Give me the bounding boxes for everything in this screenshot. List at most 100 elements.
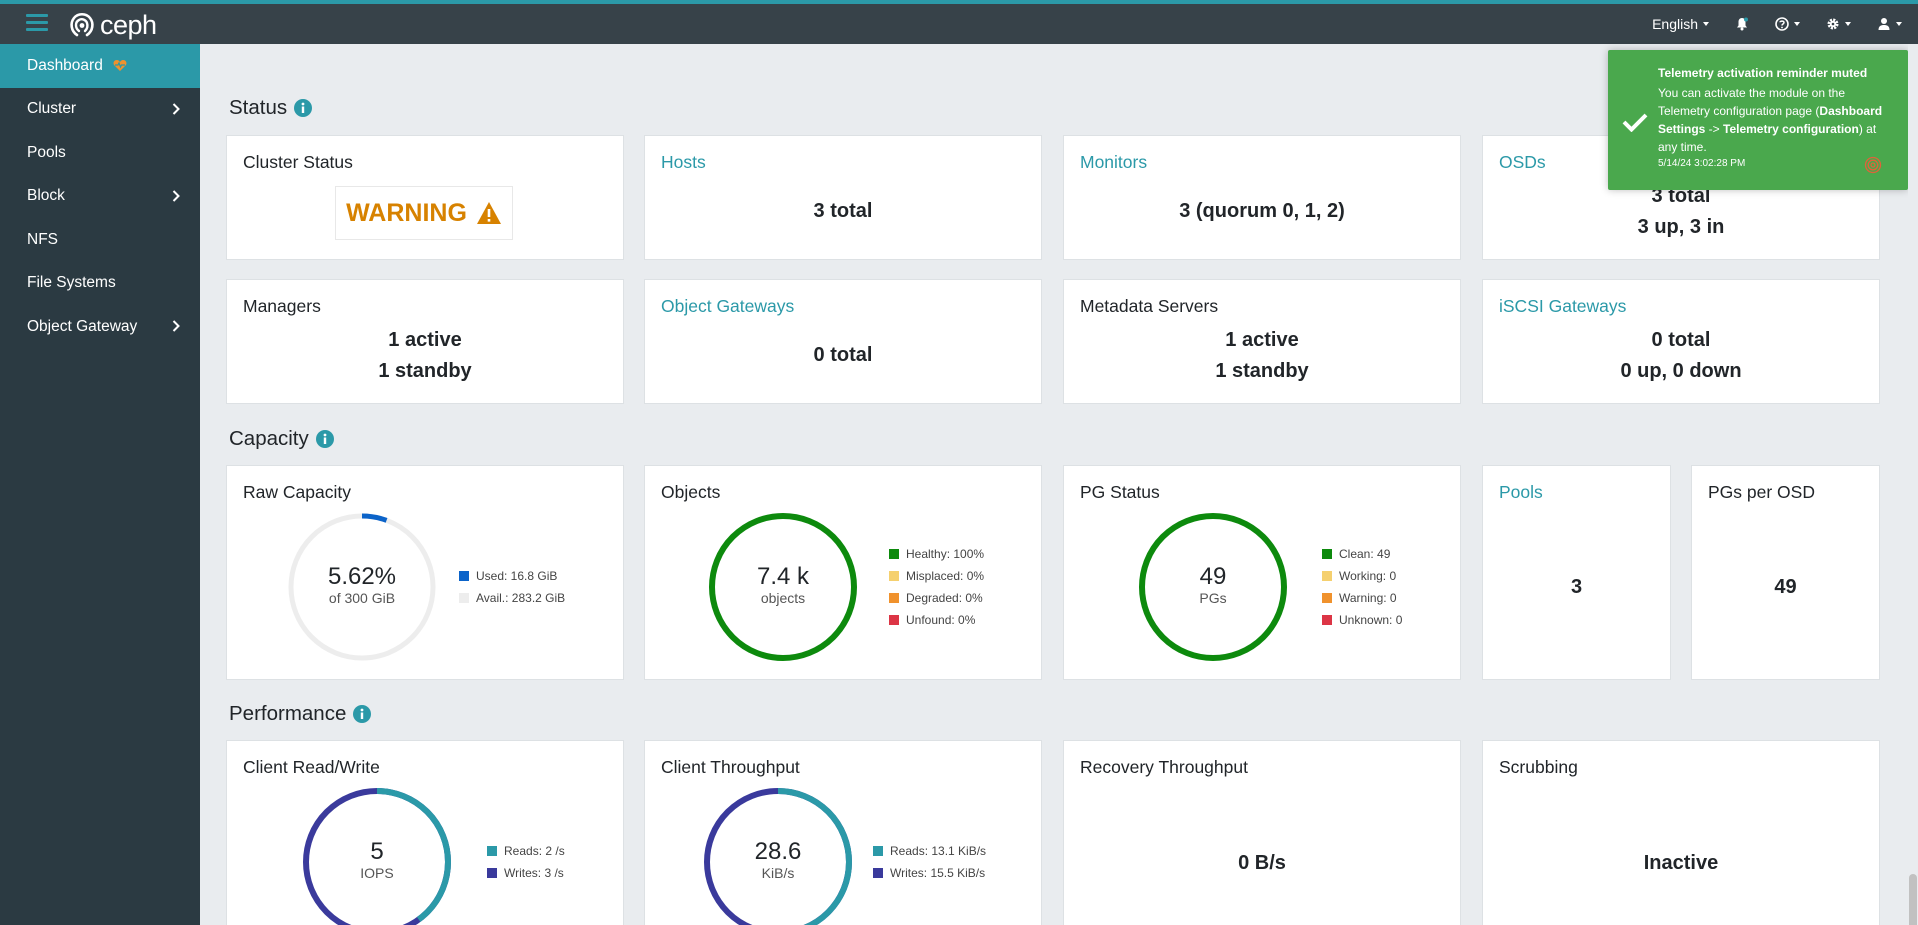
- chevron-right-icon: [172, 102, 180, 115]
- raw-capacity-card: Raw Capacity 5.62% of 300 GiB Used: 16.8…: [226, 465, 624, 680]
- info-icon[interactable]: [294, 99, 313, 117]
- objects-unit: objects: [760, 590, 806, 606]
- info-icon[interactable]: [353, 705, 372, 723]
- fingerprint-dismiss-icon[interactable]: [1864, 156, 1882, 174]
- legend-item[interactable]: Healthy: 100%: [889, 543, 984, 565]
- legend-item[interactable]: Clean: 49: [1322, 543, 1402, 565]
- objects-center: 7.4 k objects: [703, 563, 863, 606]
- card-title: Client Read/Write: [243, 757, 380, 777]
- top-navbar: ceph English: [0, 0, 1918, 44]
- pg-count: 49: [1199, 563, 1227, 590]
- object-gateways-value: 0 total: [813, 344, 873, 366]
- legend-item[interactable]: Used: 16.8 GiB: [459, 565, 565, 587]
- managers-standby: 1 standby: [378, 360, 472, 382]
- sidebar-item-label: Pools: [27, 143, 66, 161]
- legend-item[interactable]: Working: 0: [1322, 565, 1402, 587]
- sidebar-item-nfs[interactable]: NFS: [0, 218, 200, 262]
- sidebar-item-label: NFS: [27, 230, 58, 248]
- pg-status-card: PG Status 49 PGs Clean: 49 Working: 0 Wa…: [1063, 465, 1461, 680]
- cluster-status-badge[interactable]: WARNING: [335, 186, 513, 240]
- cluster-status-card: Cluster Status WARNING: [226, 135, 624, 260]
- gear-icon: [1827, 18, 1839, 30]
- pg-status-center: 49 PGs: [1133, 563, 1293, 606]
- sidebar-item-pools[interactable]: Pools: [0, 131, 200, 175]
- section-title-text: Capacity: [229, 427, 309, 450]
- iscsi-up-down: 0 up, 0 down: [1620, 360, 1742, 382]
- help-menu[interactable]: [1762, 4, 1813, 44]
- client-throughput-legend: Reads: 13.1 KiB/s Writes: 15.5 KiB/s: [873, 840, 986, 884]
- pools-link[interactable]: Pools: [1499, 482, 1543, 502]
- legend-item[interactable]: Reads: 13.1 KiB/s: [873, 840, 986, 862]
- legend-item[interactable]: Writes: 3 /s: [487, 862, 565, 884]
- mds-active: 1 active: [1225, 329, 1299, 351]
- warning-icon: [476, 202, 501, 224]
- cluster-status-value: WARNING: [346, 198, 467, 227]
- hosts-card: Hosts 3 total: [644, 135, 1042, 260]
- caret-down-icon: [1794, 22, 1800, 26]
- monitors-value: 3 (quorum 0, 1, 2): [1179, 200, 1345, 222]
- user-icon: [1878, 18, 1890, 30]
- sidebar-item-block[interactable]: Block: [0, 175, 200, 219]
- legend-item[interactable]: Unknown: 0: [1322, 609, 1402, 631]
- info-icon[interactable]: [315, 430, 334, 448]
- object-gateways-link[interactable]: Object Gateways: [661, 296, 795, 316]
- legend-item[interactable]: Reads: 2 /s: [487, 840, 565, 862]
- settings-menu[interactable]: [1813, 4, 1864, 44]
- menu-icon[interactable]: [26, 14, 48, 32]
- client-throughput-donut: [704, 788, 852, 925]
- legend-item[interactable]: Warning: 0: [1322, 587, 1402, 609]
- recovery-value: 0 B/s: [1238, 852, 1286, 874]
- pools-value: 3: [1570, 576, 1583, 598]
- throughput-value: 28.6: [754, 838, 802, 865]
- pg-status-donut: [1139, 513, 1287, 661]
- recovery-throughput-card: Recovery Throughput 0 B/s: [1063, 740, 1461, 925]
- clean-arc: [1139, 513, 1287, 661]
- chevron-right-icon: [172, 320, 180, 332]
- scrubbing-card: Scrubbing Inactive: [1482, 740, 1880, 925]
- user-menu[interactable]: [1864, 4, 1918, 44]
- hosts-value: 3 total: [813, 200, 873, 222]
- pools-card: Pools 3: [1482, 465, 1671, 680]
- sidebar-item-object-gateway[interactable]: Object Gateway: [0, 305, 200, 349]
- card-title: PG Status: [1080, 482, 1160, 502]
- raw-capacity-center: 5.62% of 300 GiB: [282, 563, 442, 606]
- ceph-logo[interactable]: ceph: [68, 10, 157, 40]
- iops-value: 5: [370, 838, 384, 865]
- client-rw-donut: [303, 788, 451, 925]
- sidebar-item-cluster[interactable]: Cluster: [0, 88, 200, 132]
- sidebar-item-dashboard[interactable]: Dashboard: [0, 44, 200, 88]
- iscsi-gateways-card: iSCSI Gateways 0 total 0 up, 0 down: [1482, 279, 1880, 404]
- sidebar: Dashboard Cluster Pools Block NFS File S…: [0, 44, 200, 925]
- telemetry-toast[interactable]: Telemetry activation reminder muted You …: [1608, 50, 1908, 190]
- used-arc: [288, 513, 436, 661]
- page-scrollbar[interactable]: [1908, 44, 1918, 925]
- scrollbar-thumb[interactable]: [1909, 874, 1917, 925]
- card-title: Client Throughput: [661, 757, 800, 777]
- toast-message: You can activate the module on the Telem…: [1658, 86, 1883, 154]
- raw-capacity-total: of 300 GiB: [328, 590, 396, 606]
- reads-arc: [704, 788, 852, 925]
- legend-item[interactable]: Avail.: 283.2 GiB: [459, 587, 565, 609]
- legend-item[interactable]: Writes: 15.5 KiB/s: [873, 862, 986, 884]
- iscsi-gateways-link[interactable]: iSCSI Gateways: [1499, 296, 1627, 316]
- notifications-button[interactable]: [1722, 4, 1762, 44]
- legend-item[interactable]: Degraded: 0%: [889, 587, 984, 609]
- objects-legend: Healthy: 100% Misplaced: 0% Degraded: 0%…: [889, 543, 984, 631]
- hosts-link[interactable]: Hosts: [661, 152, 706, 172]
- brand-name: ceph: [100, 9, 157, 40]
- legend-item[interactable]: Unfound: 0%: [889, 609, 984, 631]
- language-selector[interactable]: English: [1639, 4, 1722, 44]
- heart-pulse-icon: [113, 60, 127, 72]
- bell-icon: [1737, 17, 1748, 31]
- card-title: Objects: [661, 482, 721, 502]
- card-title: Metadata Servers: [1080, 296, 1219, 316]
- legend-item[interactable]: Misplaced: 0%: [889, 565, 984, 587]
- sidebar-item-file-systems[interactable]: File Systems: [0, 262, 200, 306]
- pgs-per-osd-card: PGs per OSD 49: [1691, 465, 1880, 680]
- managers-active: 1 active: [388, 329, 462, 351]
- monitors-card: Monitors 3 (quorum 0, 1, 2): [1063, 135, 1461, 260]
- monitors-link[interactable]: Monitors: [1080, 152, 1148, 172]
- osds-link[interactable]: OSDs: [1499, 152, 1546, 172]
- metadata-servers-card: Metadata Servers 1 active 1 standby: [1063, 279, 1461, 404]
- scrubbing-value: Inactive: [1643, 852, 1719, 874]
